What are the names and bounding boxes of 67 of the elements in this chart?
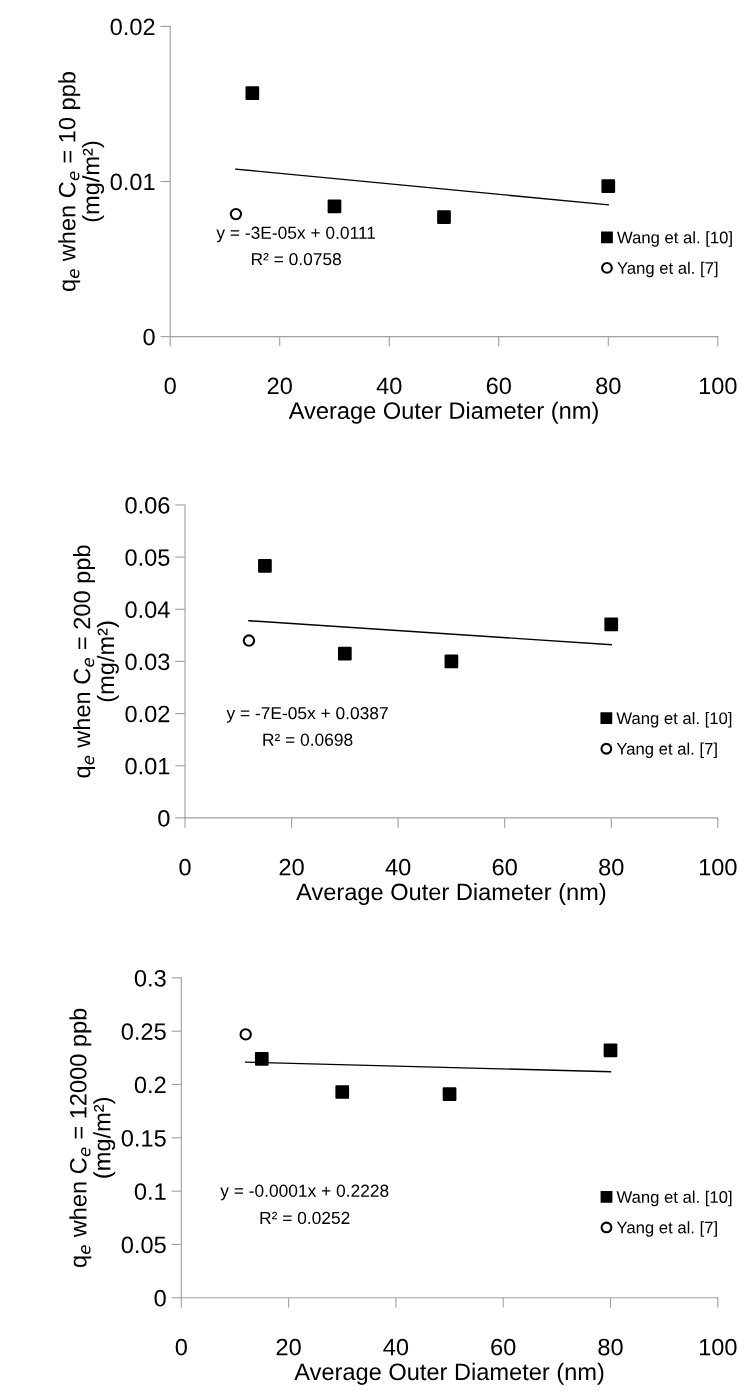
- y-tick-label: 0.01: [125, 757, 170, 775]
- x-tick-label: 20: [267, 377, 292, 395]
- x-tick-label: 60: [486, 377, 511, 395]
- y-tick-label: 0.05: [125, 549, 170, 566]
- y-tick-label: 0.3: [134, 969, 166, 987]
- y-tick-label: 0.03: [125, 653, 170, 671]
- x-tick-label: 100: [699, 1338, 737, 1356]
- legend-label: Yang et al. [7]: [616, 1221, 717, 1237]
- x-tick-label: 80: [598, 1338, 623, 1356]
- point: [327, 199, 342, 214]
- point: [254, 1052, 269, 1066]
- point: [239, 1028, 252, 1041]
- y-tick-label: 0: [143, 328, 155, 346]
- point: [335, 1085, 350, 1099]
- point: [442, 1087, 457, 1101]
- y-axis-title: q$_{e}$ when C$_{e}$ = 12000 ppb (mg/m²): [69, 1008, 116, 1268]
- annotation: R² = 0.0252: [260, 1211, 350, 1225]
- y-tick-label: 0.2: [134, 1076, 166, 1094]
- point: [229, 207, 243, 221]
- y-tick-label: 0.15: [121, 1129, 166, 1147]
- legend-label: Wang et al. [10]: [617, 231, 732, 247]
- x-tick-label: 100: [699, 377, 737, 395]
- legend-label: Wang et al. [10]: [616, 1190, 732, 1207]
- y-tick-label: 0.01: [110, 173, 155, 191]
- legend-label: Yang et al. [7]: [617, 261, 718, 278]
- point: [242, 634, 256, 647]
- x-tick-label: 80: [599, 858, 624, 876]
- x-axis-title: Average Outer Diameter (nm): [296, 882, 606, 905]
- x-tick-label: 40: [385, 858, 411, 876]
- point: [601, 179, 616, 194]
- y-axis-title: q$_{e}$ when C$_{e}$ = 10 ppb (mg/m²): [58, 72, 105, 292]
- y-tick-label: 0.04: [125, 601, 170, 619]
- y-tick-label: 0.1: [134, 1183, 166, 1200]
- point: [604, 617, 619, 632]
- point: [258, 559, 272, 573]
- y-tick-label: 0.06: [125, 497, 170, 514]
- x-tick-label: 40: [376, 377, 402, 395]
- annotation: R² = 0.0758: [251, 252, 341, 266]
- x-tick-label: 80: [596, 377, 621, 395]
- legend-label: Yang et al. [7]: [616, 742, 717, 759]
- legend-label: Wang et al. [10]: [616, 711, 732, 728]
- annotation: y = -3E-05x + 0.0111: [216, 226, 376, 243]
- x-tick-label: 60: [492, 858, 517, 876]
- y-tick-label: 0.02: [110, 18, 155, 36]
- point: [245, 86, 260, 100]
- x-axis-title: Average Outer Diameter (nm): [294, 1362, 604, 1385]
- x-tick-label: 60: [491, 1338, 516, 1356]
- y-tick-label: 0: [158, 809, 170, 827]
- point: [337, 646, 352, 661]
- x-tick-label: 0: [179, 858, 191, 876]
- y-tick-label: 0.05: [121, 1236, 166, 1254]
- y-tick-label: 0.25: [121, 1023, 166, 1040]
- x-tick-label: 20: [276, 1338, 301, 1356]
- y-tick-label: 0.02: [125, 705, 170, 723]
- x-tick-label: 0: [175, 1338, 187, 1356]
- y-tick-label: 0: [154, 1289, 166, 1307]
- x-axis-title: Average Outer Diameter (nm): [288, 401, 598, 424]
- annotation: R² = 0.0698: [263, 733, 353, 746]
- x-tick-label: 20: [279, 858, 304, 876]
- point: [603, 1043, 618, 1058]
- annotation: y = -7E-05x + 0.0387: [226, 706, 388, 723]
- annotation: y = -0.0001x + 0.2228: [220, 1184, 389, 1201]
- point: [444, 654, 459, 669]
- y-axis-title: q$_{e}$ when C$_{e}$ = 200 ppb (mg/m²): [73, 545, 119, 778]
- point: [437, 210, 451, 225]
- x-tick-label: 100: [699, 858, 737, 876]
- x-tick-label: 40: [383, 1338, 409, 1356]
